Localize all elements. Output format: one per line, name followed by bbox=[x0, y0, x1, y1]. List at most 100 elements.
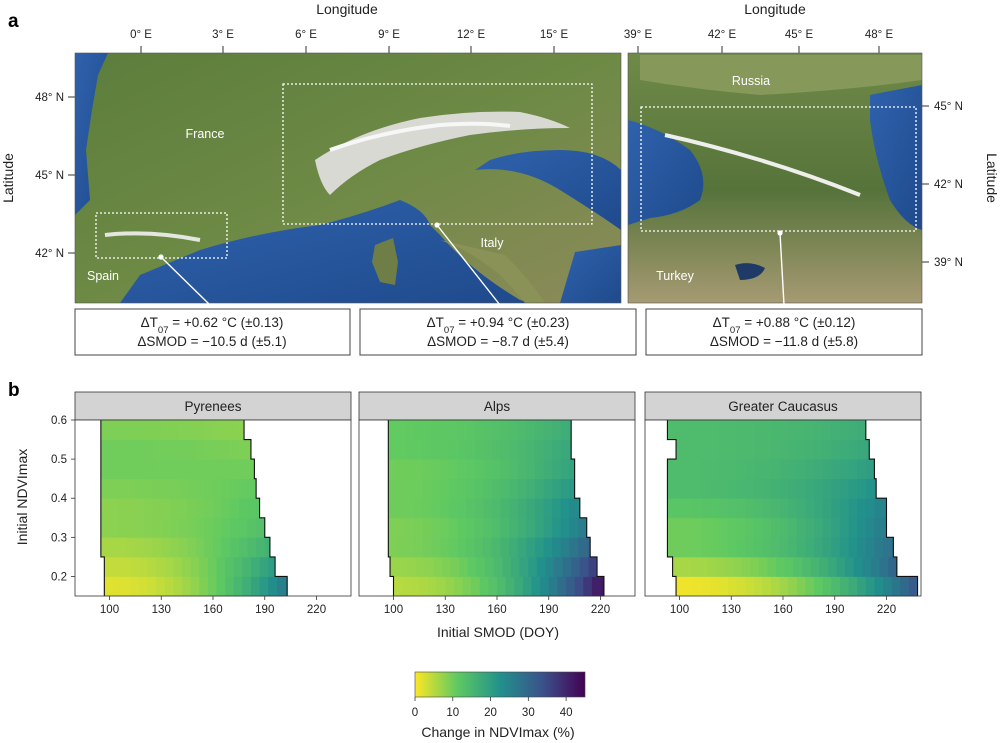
heatmap-cell bbox=[221, 478, 231, 499]
heatmap-cell bbox=[247, 439, 252, 460]
heatmap-cell bbox=[727, 439, 737, 460]
right-map-x-title: Longitude bbox=[744, 1, 806, 17]
heatmap-cell bbox=[247, 498, 257, 519]
heatmap-cell bbox=[865, 537, 875, 558]
heatmap-cell bbox=[147, 576, 157, 597]
heatmap-cell bbox=[407, 556, 417, 577]
heatmap-cell bbox=[268, 556, 276, 577]
heatmap-cell bbox=[534, 517, 544, 538]
heatmap-cell bbox=[440, 478, 450, 499]
heatmap-cell bbox=[187, 478, 197, 499]
heatmap-cell bbox=[457, 478, 467, 499]
heatmap-cell bbox=[230, 478, 240, 499]
heatmap-cell bbox=[250, 556, 260, 577]
heatmap-cell bbox=[216, 576, 226, 597]
heatmap-cell bbox=[526, 420, 536, 440]
heatmap-cell bbox=[745, 498, 755, 519]
heatmap-cell bbox=[500, 517, 510, 538]
heatmap-cell bbox=[540, 576, 550, 597]
heatmap-cell bbox=[204, 537, 214, 558]
heatmap-cell bbox=[676, 439, 686, 460]
heatmap-cell bbox=[462, 576, 472, 597]
heatmap-cell bbox=[569, 459, 576, 480]
heatmap-y-title: Initial NDVImax bbox=[14, 449, 30, 545]
heatmap-cell bbox=[474, 439, 484, 460]
heatmap-cell bbox=[238, 478, 248, 499]
heatmap-cell bbox=[727, 478, 737, 499]
heatmap-cell bbox=[667, 498, 677, 519]
heatmap-cell bbox=[796, 459, 806, 480]
heatmap-cell bbox=[758, 556, 768, 577]
heatmap-cell bbox=[178, 537, 188, 558]
heatmap-cell bbox=[440, 498, 450, 519]
heatmap-cell bbox=[908, 576, 918, 597]
heatmap-cell bbox=[164, 556, 174, 577]
heatmap-cell bbox=[779, 537, 789, 558]
frontier-right bbox=[570, 420, 605, 596]
heatmap-cell bbox=[422, 459, 432, 480]
heatmap-cell bbox=[839, 537, 849, 558]
heatmap-cell bbox=[230, 459, 240, 480]
heatmap-cell bbox=[534, 478, 544, 499]
facet-alps: Alps 100 130 160 190 220 bbox=[358, 391, 636, 616]
heatmap-cell bbox=[560, 459, 570, 480]
heatmap-cell bbox=[230, 517, 240, 538]
heatmap-cell bbox=[865, 439, 870, 460]
heatmap-cell bbox=[693, 576, 703, 597]
heatmap-cell bbox=[891, 576, 901, 597]
heatmap-cell bbox=[719, 498, 729, 519]
heatmap-cell bbox=[770, 478, 780, 499]
heatmap-cell bbox=[483, 478, 493, 499]
heatmap-cell bbox=[776, 556, 786, 577]
heatmap-cell bbox=[161, 498, 171, 519]
heatmap-cell bbox=[100, 439, 110, 460]
heatmap-cell bbox=[684, 537, 694, 558]
heatmap-cell bbox=[213, 439, 223, 460]
heatmap-cell bbox=[221, 459, 231, 480]
heatmap-cell bbox=[719, 576, 729, 597]
x-tick-45E: 45° E bbox=[785, 29, 814, 41]
right-map: Longitude 39° E 42° E 45° E 48° E 45° N … bbox=[624, 1, 1000, 306]
heatmap-cell bbox=[104, 556, 114, 577]
frontier-right bbox=[865, 420, 919, 596]
heatmap-cell bbox=[465, 439, 475, 460]
heatmap-cell bbox=[405, 537, 415, 558]
heatmap-cell bbox=[207, 556, 217, 577]
heatmap-cell bbox=[736, 459, 746, 480]
heatmap-cell bbox=[169, 498, 179, 519]
delta-smod-caucasus: ΔSMOD = −11.8 d (±5.8) bbox=[710, 334, 858, 349]
delta-t-pyrenees: ΔT07 = +0.62 °C (±0.13) bbox=[141, 315, 284, 336]
heatmap-cell bbox=[517, 498, 527, 519]
heatmap-cell bbox=[509, 537, 519, 558]
heatmap-cell bbox=[181, 576, 191, 597]
y-tick-39N-right: 39° N bbox=[934, 257, 963, 269]
heatmap-cell bbox=[118, 498, 128, 519]
heatmap-cell bbox=[814, 537, 824, 558]
heatmap-cell bbox=[448, 517, 458, 538]
heatmap-cell bbox=[285, 576, 288, 597]
heatmap-cell bbox=[796, 478, 806, 499]
heatmap-cell bbox=[788, 459, 798, 480]
heatmap-cell bbox=[578, 537, 588, 558]
heatmap-cell bbox=[396, 537, 406, 558]
heatmap-cell bbox=[822, 420, 832, 440]
heatmap-cell bbox=[753, 517, 763, 538]
heatmap-cell bbox=[553, 556, 563, 577]
heatmap-cell bbox=[848, 478, 858, 499]
heatmap-cell bbox=[552, 439, 562, 460]
heatmap-cell bbox=[526, 478, 536, 499]
heatmap-cell bbox=[112, 576, 122, 597]
heatmap-cell bbox=[701, 459, 711, 480]
heatmap-cell bbox=[600, 576, 605, 597]
heatmap-cell bbox=[681, 556, 691, 577]
heatmap-cell bbox=[684, 517, 694, 538]
heatmap-cell bbox=[144, 459, 154, 480]
heatmap-cell bbox=[517, 439, 527, 460]
heatmap-cell bbox=[805, 439, 815, 460]
heatmap-cell bbox=[199, 576, 209, 597]
heatmap-cell bbox=[805, 498, 815, 519]
heatmap-cell bbox=[126, 498, 136, 519]
right-satellite-image bbox=[628, 53, 922, 303]
x-tick-label: 130 bbox=[436, 604, 455, 616]
heatmap-cell bbox=[684, 576, 694, 597]
